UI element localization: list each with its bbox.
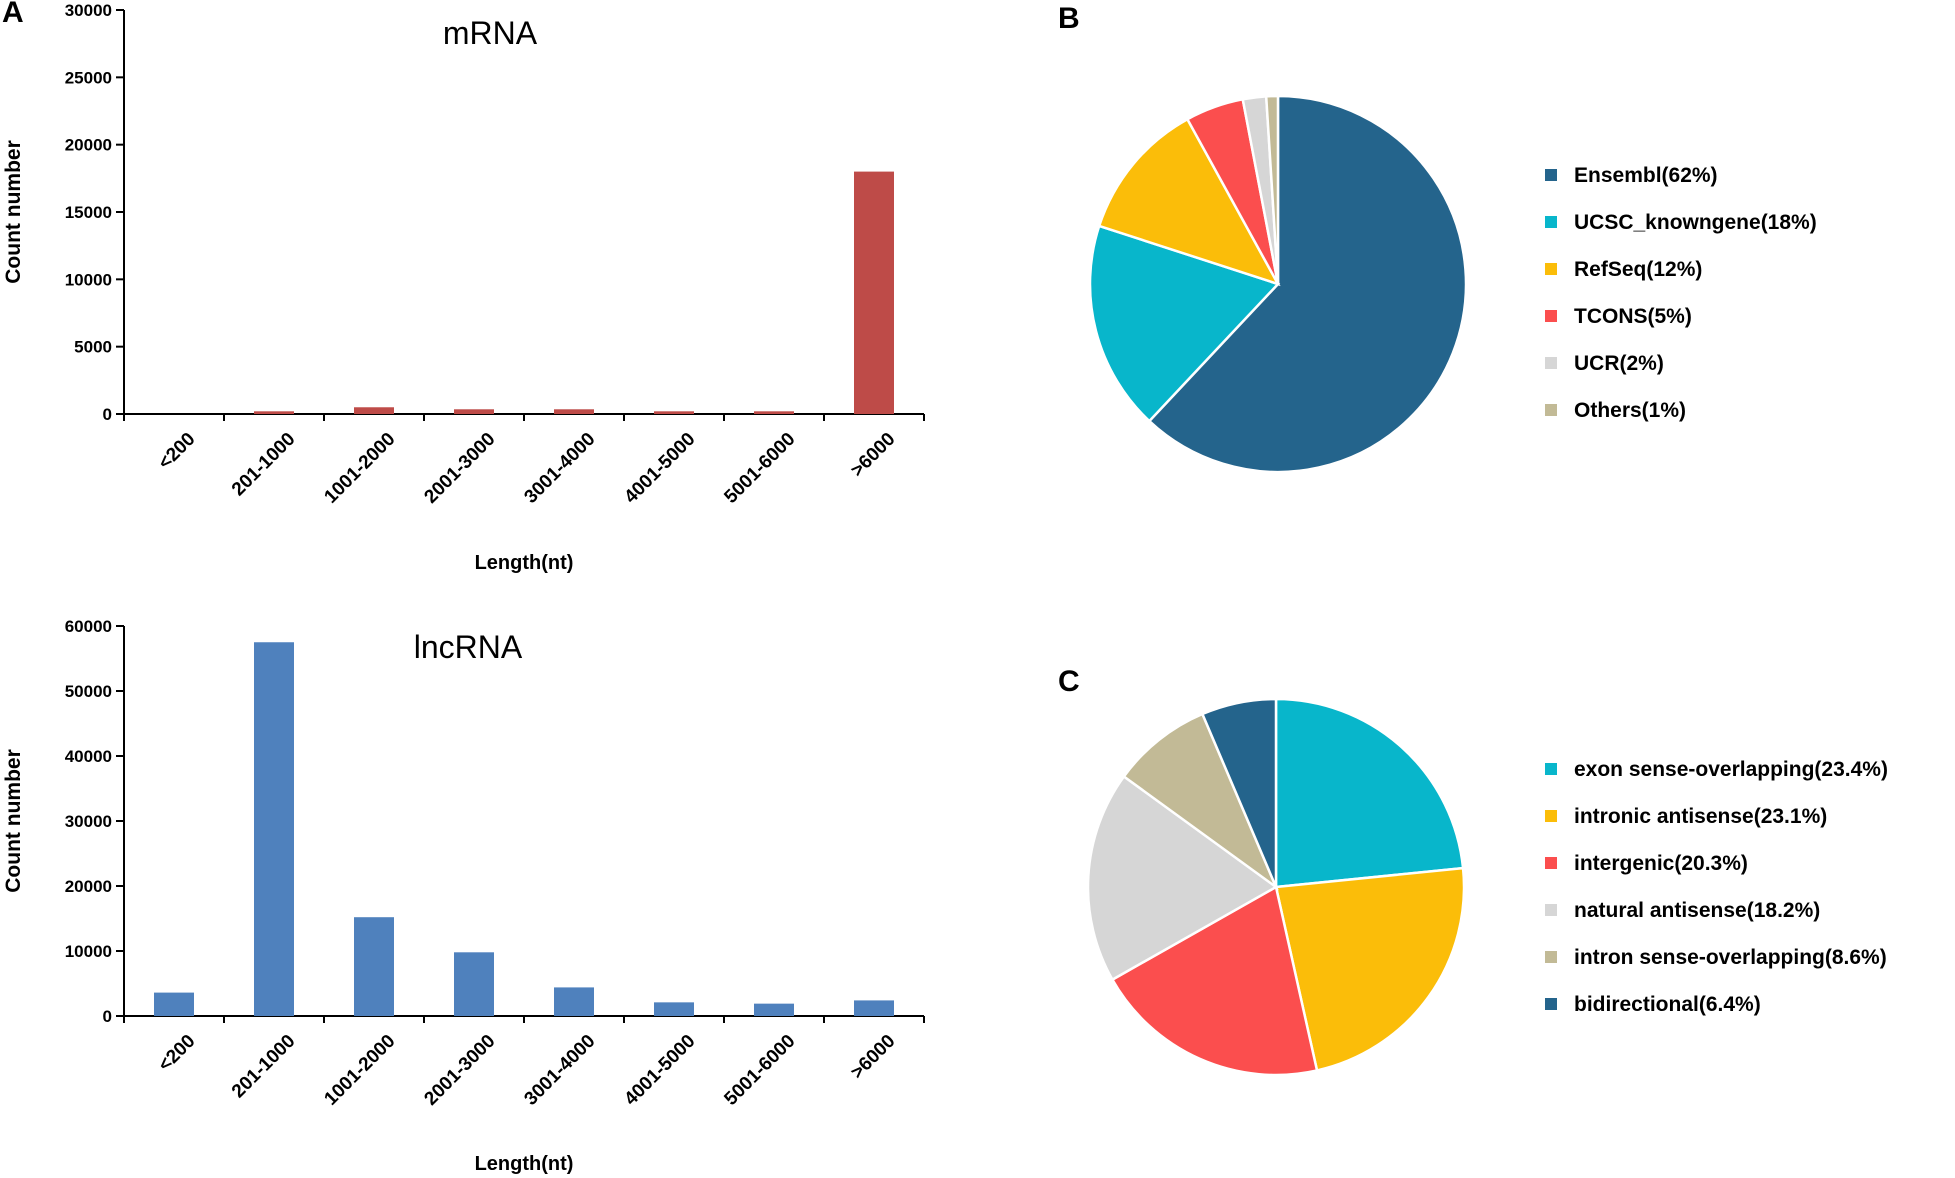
legend-label-0: exon sense-overlapping(23.4%) (1574, 758, 1888, 781)
legend-label-3: TCONS(5%) (1574, 305, 1692, 328)
bar-201-1000 (254, 411, 294, 414)
x-tick-label: 4001-5000 (620, 1031, 699, 1110)
x-tick-label: >6000 (847, 1031, 900, 1084)
bar-<200 (154, 992, 194, 1016)
bar-2001-3000 (454, 409, 494, 414)
pie-slice-3 (1086, 774, 1279, 982)
pie-slice-5 (1200, 697, 1278, 888)
legend-swatch-5 (1545, 404, 1557, 416)
x-tick-label: 2001-3000 (420, 429, 499, 508)
x-axis-label: Length(nt) (475, 1153, 574, 1175)
pie-slice-2 (1110, 885, 1319, 1077)
legend-swatch-2 (1545, 857, 1557, 869)
y-axis-label: Count number (2, 749, 25, 892)
panel-letter-b: B (1058, 2, 1080, 35)
bar-4001-5000 (654, 1002, 694, 1016)
panel-letter-c: C (1058, 665, 1080, 698)
legend-label-3: natural antisense(18.2%) (1574, 899, 1820, 922)
legend-label-4: UCR(2%) (1574, 352, 1664, 375)
bar-201-1000 (254, 642, 294, 1016)
legend-swatch-2 (1545, 263, 1557, 275)
x-tick-label: 1001-2000 (320, 429, 399, 508)
pie-slice-5 (1264, 94, 1280, 285)
legend-label-0: Ensembl(62%) (1574, 164, 1718, 187)
legend-swatch-1 (1545, 810, 1557, 822)
pie-slice-2 (1097, 117, 1281, 287)
y-tick-label: 60000 (65, 617, 112, 636)
x-tick-label: 5001-6000 (720, 1031, 799, 1110)
x-tick-label: <200 (154, 1031, 199, 1076)
pie-slice-0 (1147, 94, 1468, 474)
y-tick-label: 5000 (74, 338, 112, 357)
bar-5001-6000 (754, 411, 794, 414)
legend-label-1: UCSC_knowngene(18%) (1574, 211, 1817, 234)
y-tick-label: 10000 (65, 942, 112, 961)
legend-label-2: intergenic(20.3%) (1574, 852, 1748, 875)
y-tick-label: 20000 (65, 877, 112, 896)
y-tick-label: 40000 (65, 747, 112, 766)
legend-swatch-3 (1545, 904, 1557, 916)
legend-label-4: intron sense-overlapping(8.6%) (1574, 946, 1887, 969)
bar-3001-4000 (554, 987, 594, 1016)
y-tick-label: 10000 (65, 270, 112, 289)
legend-label-5: bidirectional(6.4%) (1574, 993, 1761, 1016)
bar-1001-2000 (354, 917, 394, 1016)
y-tick-label: 0 (103, 1007, 112, 1026)
lncrna-classes-pie-chart: exon sense-overlapping(23.4%) intronic an… (1086, 697, 1888, 1077)
y-tick-label: 30000 (65, 812, 112, 831)
x-tick-label: 3001-4000 (520, 429, 599, 508)
sources-pie-chart: Ensembl(62%) UCSC_knowngene(18%) RefSeq(12… (1088, 94, 1817, 474)
y-tick-label: 0 (103, 405, 112, 424)
legend-label-5: Others(1%) (1574, 399, 1686, 422)
y-tick-label: 15000 (65, 203, 112, 222)
bar-4001-5000 (654, 411, 694, 414)
x-tick-label: 201-1000 (228, 429, 300, 501)
x-axis-label: Length(nt) (475, 552, 574, 574)
lncrna-bar-chart: 0 10000 20000 30000 40000 50000 60000 <200 201-1… (2, 617, 925, 1175)
panel-letter-a: A (2, 0, 24, 29)
pie-slice-1 (1088, 224, 1281, 423)
pie-slice-0 (1274, 697, 1465, 889)
bar-3001-4000 (554, 409, 594, 414)
y-tick-label: 25000 (65, 68, 112, 87)
legend-swatch-4 (1545, 357, 1557, 369)
legend-swatch-0 (1545, 763, 1557, 775)
legend-swatch-0 (1545, 169, 1557, 181)
x-tick-label: 2001-3000 (420, 1031, 499, 1110)
y-tick-label: 50000 (65, 682, 112, 701)
pie-slice-1 (1274, 866, 1466, 1072)
bar-1001-2000 (354, 407, 394, 414)
x-tick-label: 5001-6000 (720, 429, 799, 508)
chart-title: lncRNA (414, 629, 523, 665)
legend-swatch-5 (1545, 998, 1557, 1010)
x-tick-label: 201-1000 (228, 1031, 300, 1103)
legend-swatch-3 (1545, 310, 1557, 322)
bar-2001-3000 (454, 952, 494, 1016)
x-tick-label: 1001-2000 (320, 1031, 399, 1110)
bar->6000 (854, 1000, 894, 1016)
legend-label-2: RefSeq(12%) (1574, 258, 1702, 281)
chart-title: mRNA (443, 15, 538, 51)
y-tick-label: 20000 (65, 136, 112, 155)
bar-5001-6000 (754, 1003, 794, 1016)
legend-swatch-4 (1545, 951, 1557, 963)
pie-slice-4 (1122, 712, 1279, 891)
x-tick-label: <200 (154, 429, 199, 474)
x-tick-label: >6000 (847, 429, 900, 482)
y-tick-label: 30000 (65, 1, 112, 20)
legend-swatch-1 (1545, 216, 1557, 228)
bar->6000 (854, 171, 894, 414)
y-axis-label: Count number (2, 140, 25, 283)
legend-label-1: intronic antisense(23.1%) (1574, 805, 1827, 828)
x-tick-label: 3001-4000 (520, 1031, 599, 1110)
mrna-bar-chart: 0 5000 10000 15000 20000 25000 30000 <200 201-10… (2, 1, 925, 574)
x-tick-label: 4001-5000 (620, 429, 699, 508)
